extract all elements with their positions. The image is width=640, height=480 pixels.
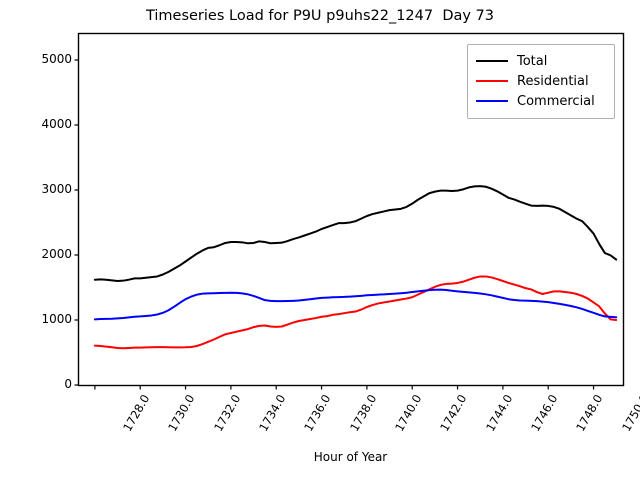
y-axis-ticks <box>74 59 79 386</box>
legend-item: Commercial <box>476 91 606 111</box>
y-tick-label: 3000 <box>41 182 72 196</box>
chart-title: Timeseries Load for P9U p9uhs22_1247 Day… <box>145 8 495 24</box>
legend-line-swatch-commercial <box>476 100 508 102</box>
series-line-total <box>93 185 618 282</box>
y-tick-label: 1000 <box>41 312 72 326</box>
y-tick-label: 0 <box>64 377 72 391</box>
legend-line-swatch-total <box>476 60 508 62</box>
data-series-group <box>93 185 618 350</box>
x-axis-ticks <box>94 385 595 390</box>
legend-label-residential: Residential <box>517 73 589 89</box>
chart-legend: Total Residential Commercial <box>467 44 615 119</box>
axes-frame <box>77 32 625 387</box>
legend-line-swatch-residential <box>476 80 508 82</box>
series-line-residential <box>93 275 618 350</box>
legend-label-total: Total <box>517 53 548 69</box>
legend-item: Total <box>476 51 606 71</box>
y-tick-label: 4000 <box>41 117 72 131</box>
y-tick-label: 5000 <box>41 52 72 66</box>
legend-label-commercial: Commercial <box>517 93 595 109</box>
legend-item: Residential <box>476 71 606 91</box>
y-tick-label: 2000 <box>41 247 72 261</box>
series-line-commercial <box>93 288 618 321</box>
x-axis-label: Hour of Year <box>313 450 388 464</box>
